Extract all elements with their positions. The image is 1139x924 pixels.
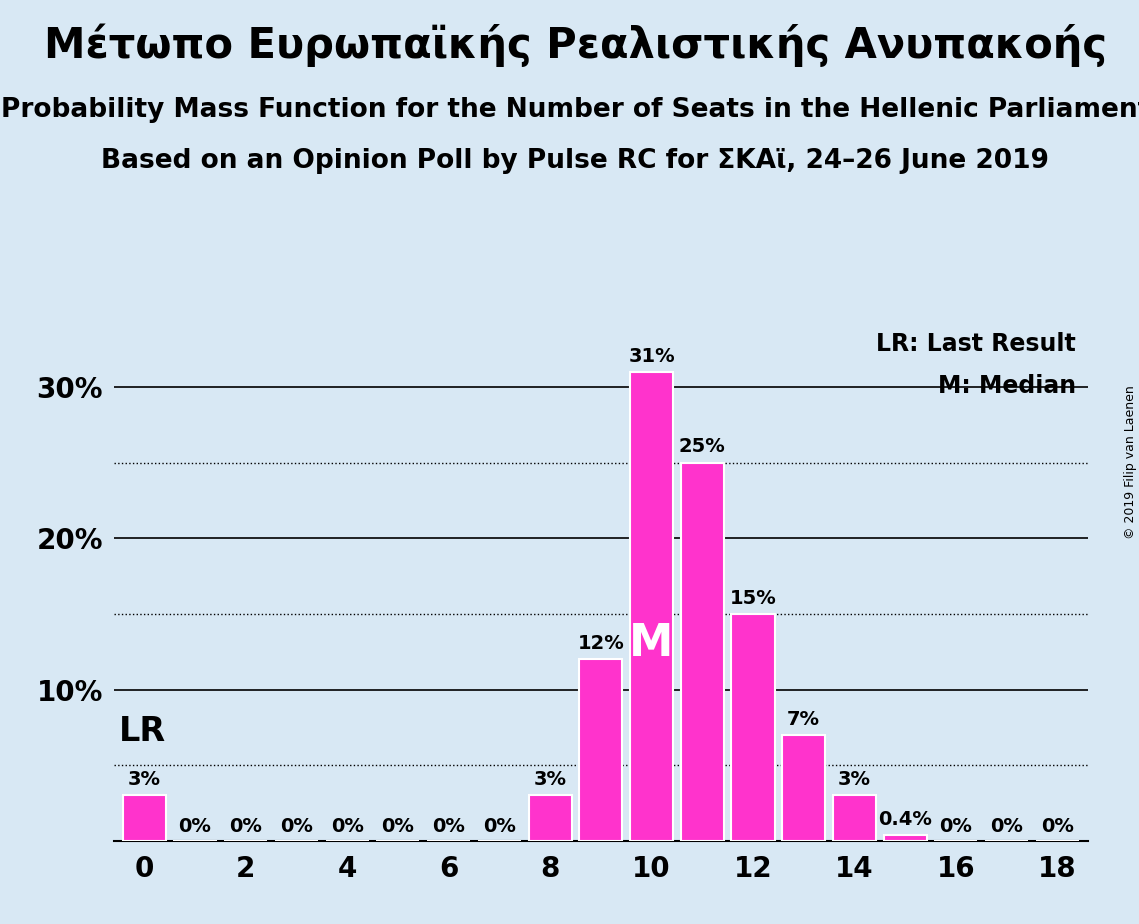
Text: M: M [630, 623, 674, 665]
Bar [528, 796, 572, 841]
Text: 7%: 7% [787, 710, 820, 729]
Bar [782, 735, 826, 841]
Text: 15%: 15% [730, 589, 777, 608]
Text: 0%: 0% [382, 818, 415, 836]
Bar [580, 659, 622, 841]
Bar [884, 834, 927, 841]
Text: 0.4%: 0.4% [878, 809, 932, 829]
Text: Μέτωπο Ευρωπαϊκής Ρεαλιστικής Ανυπακοής: Μέτωπο Ευρωπαϊκής Ρεαλιστικής Ανυπακοής [43, 23, 1107, 67]
Text: © 2019 Filip van Laenen: © 2019 Filip van Laenen [1124, 385, 1137, 539]
Text: 0%: 0% [990, 818, 1023, 836]
Bar [681, 463, 723, 841]
Text: 0%: 0% [940, 818, 973, 836]
Bar [833, 796, 876, 841]
Text: LR: Last Result: LR: Last Result [876, 332, 1076, 356]
Bar [630, 371, 673, 841]
Text: 3%: 3% [128, 771, 161, 789]
Text: M: Median: M: Median [937, 373, 1076, 397]
Text: 31%: 31% [629, 346, 674, 366]
Text: 3%: 3% [533, 771, 566, 789]
Text: 0%: 0% [1041, 818, 1074, 836]
Text: 0%: 0% [330, 818, 363, 836]
Text: 3%: 3% [838, 771, 871, 789]
Text: 0%: 0% [483, 818, 516, 836]
Text: Based on an Opinion Poll by Pulse RC for ΣΚΑϊ, 24–26 June 2019: Based on an Opinion Poll by Pulse RC for… [101, 148, 1049, 174]
Text: 0%: 0% [280, 818, 313, 836]
Text: 0%: 0% [229, 818, 262, 836]
Bar [123, 796, 166, 841]
Text: 0%: 0% [432, 818, 465, 836]
Text: Probability Mass Function for the Number of Seats in the Hellenic Parliament: Probability Mass Function for the Number… [1, 97, 1139, 123]
Text: LR: LR [118, 715, 166, 748]
Text: 0%: 0% [179, 818, 212, 836]
Bar [731, 614, 775, 841]
Text: 12%: 12% [577, 634, 624, 653]
Text: 25%: 25% [679, 437, 726, 456]
